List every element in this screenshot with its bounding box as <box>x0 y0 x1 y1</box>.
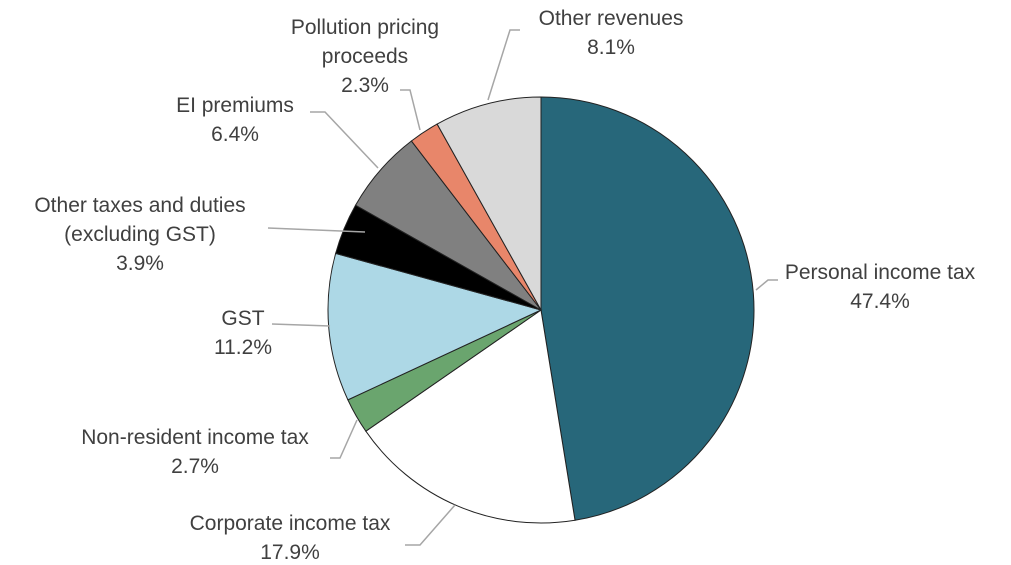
category-label: Other revenues <box>538 7 684 30</box>
category-label: Pollution pricing proceeds <box>290 16 440 68</box>
value-label: 2.7% <box>171 455 219 478</box>
leader-line <box>271 323 331 327</box>
category-label: Personal income tax <box>784 261 976 284</box>
leader-line <box>755 279 778 291</box>
leader-line <box>487 29 520 101</box>
leader-line <box>310 111 379 169</box>
leader-line <box>405 504 456 546</box>
leader-line <box>330 419 358 459</box>
slice-label: Personal income tax 47.4% <box>680 258 1011 316</box>
slice-label: Pollution pricing proceeds 2.3% <box>258 13 473 100</box>
value-label: 17.9% <box>260 541 320 564</box>
pie-slice <box>365 309 576 524</box>
value-label: 3.9% <box>116 252 164 275</box>
value-label: 2.3% <box>341 74 389 97</box>
value-label: 11.2% <box>214 336 272 359</box>
category-label: Other taxes and duties (excluding GST) <box>34 194 246 246</box>
pie-slice <box>540 96 755 521</box>
slice-label: EI premiums 6.4% <box>35 91 435 149</box>
pie-slice <box>327 252 543 401</box>
leader-line <box>400 89 421 131</box>
value-label: 47.4% <box>850 290 910 313</box>
pie-slice <box>436 96 542 312</box>
slice-label: Non-resident income tax 2.7% <box>0 423 395 481</box>
value-label: 6.4% <box>211 123 259 146</box>
leader-line <box>267 227 366 233</box>
category-label: Corporate income tax <box>189 512 391 535</box>
category-label: GST <box>221 307 265 330</box>
category-label: EI premiums <box>176 94 294 117</box>
category-label: Non-resident income tax <box>81 426 309 449</box>
slice-label: Other revenues 8.1% <box>411 4 811 62</box>
slice-label: Other taxes and duties (excluding GST) 3.… <box>5 191 275 278</box>
slice-label: GST 11.2% <box>43 304 443 362</box>
value-label: 8.1% <box>587 36 635 59</box>
slice-label: Corporate income tax 17.9% <box>90 509 490 565</box>
